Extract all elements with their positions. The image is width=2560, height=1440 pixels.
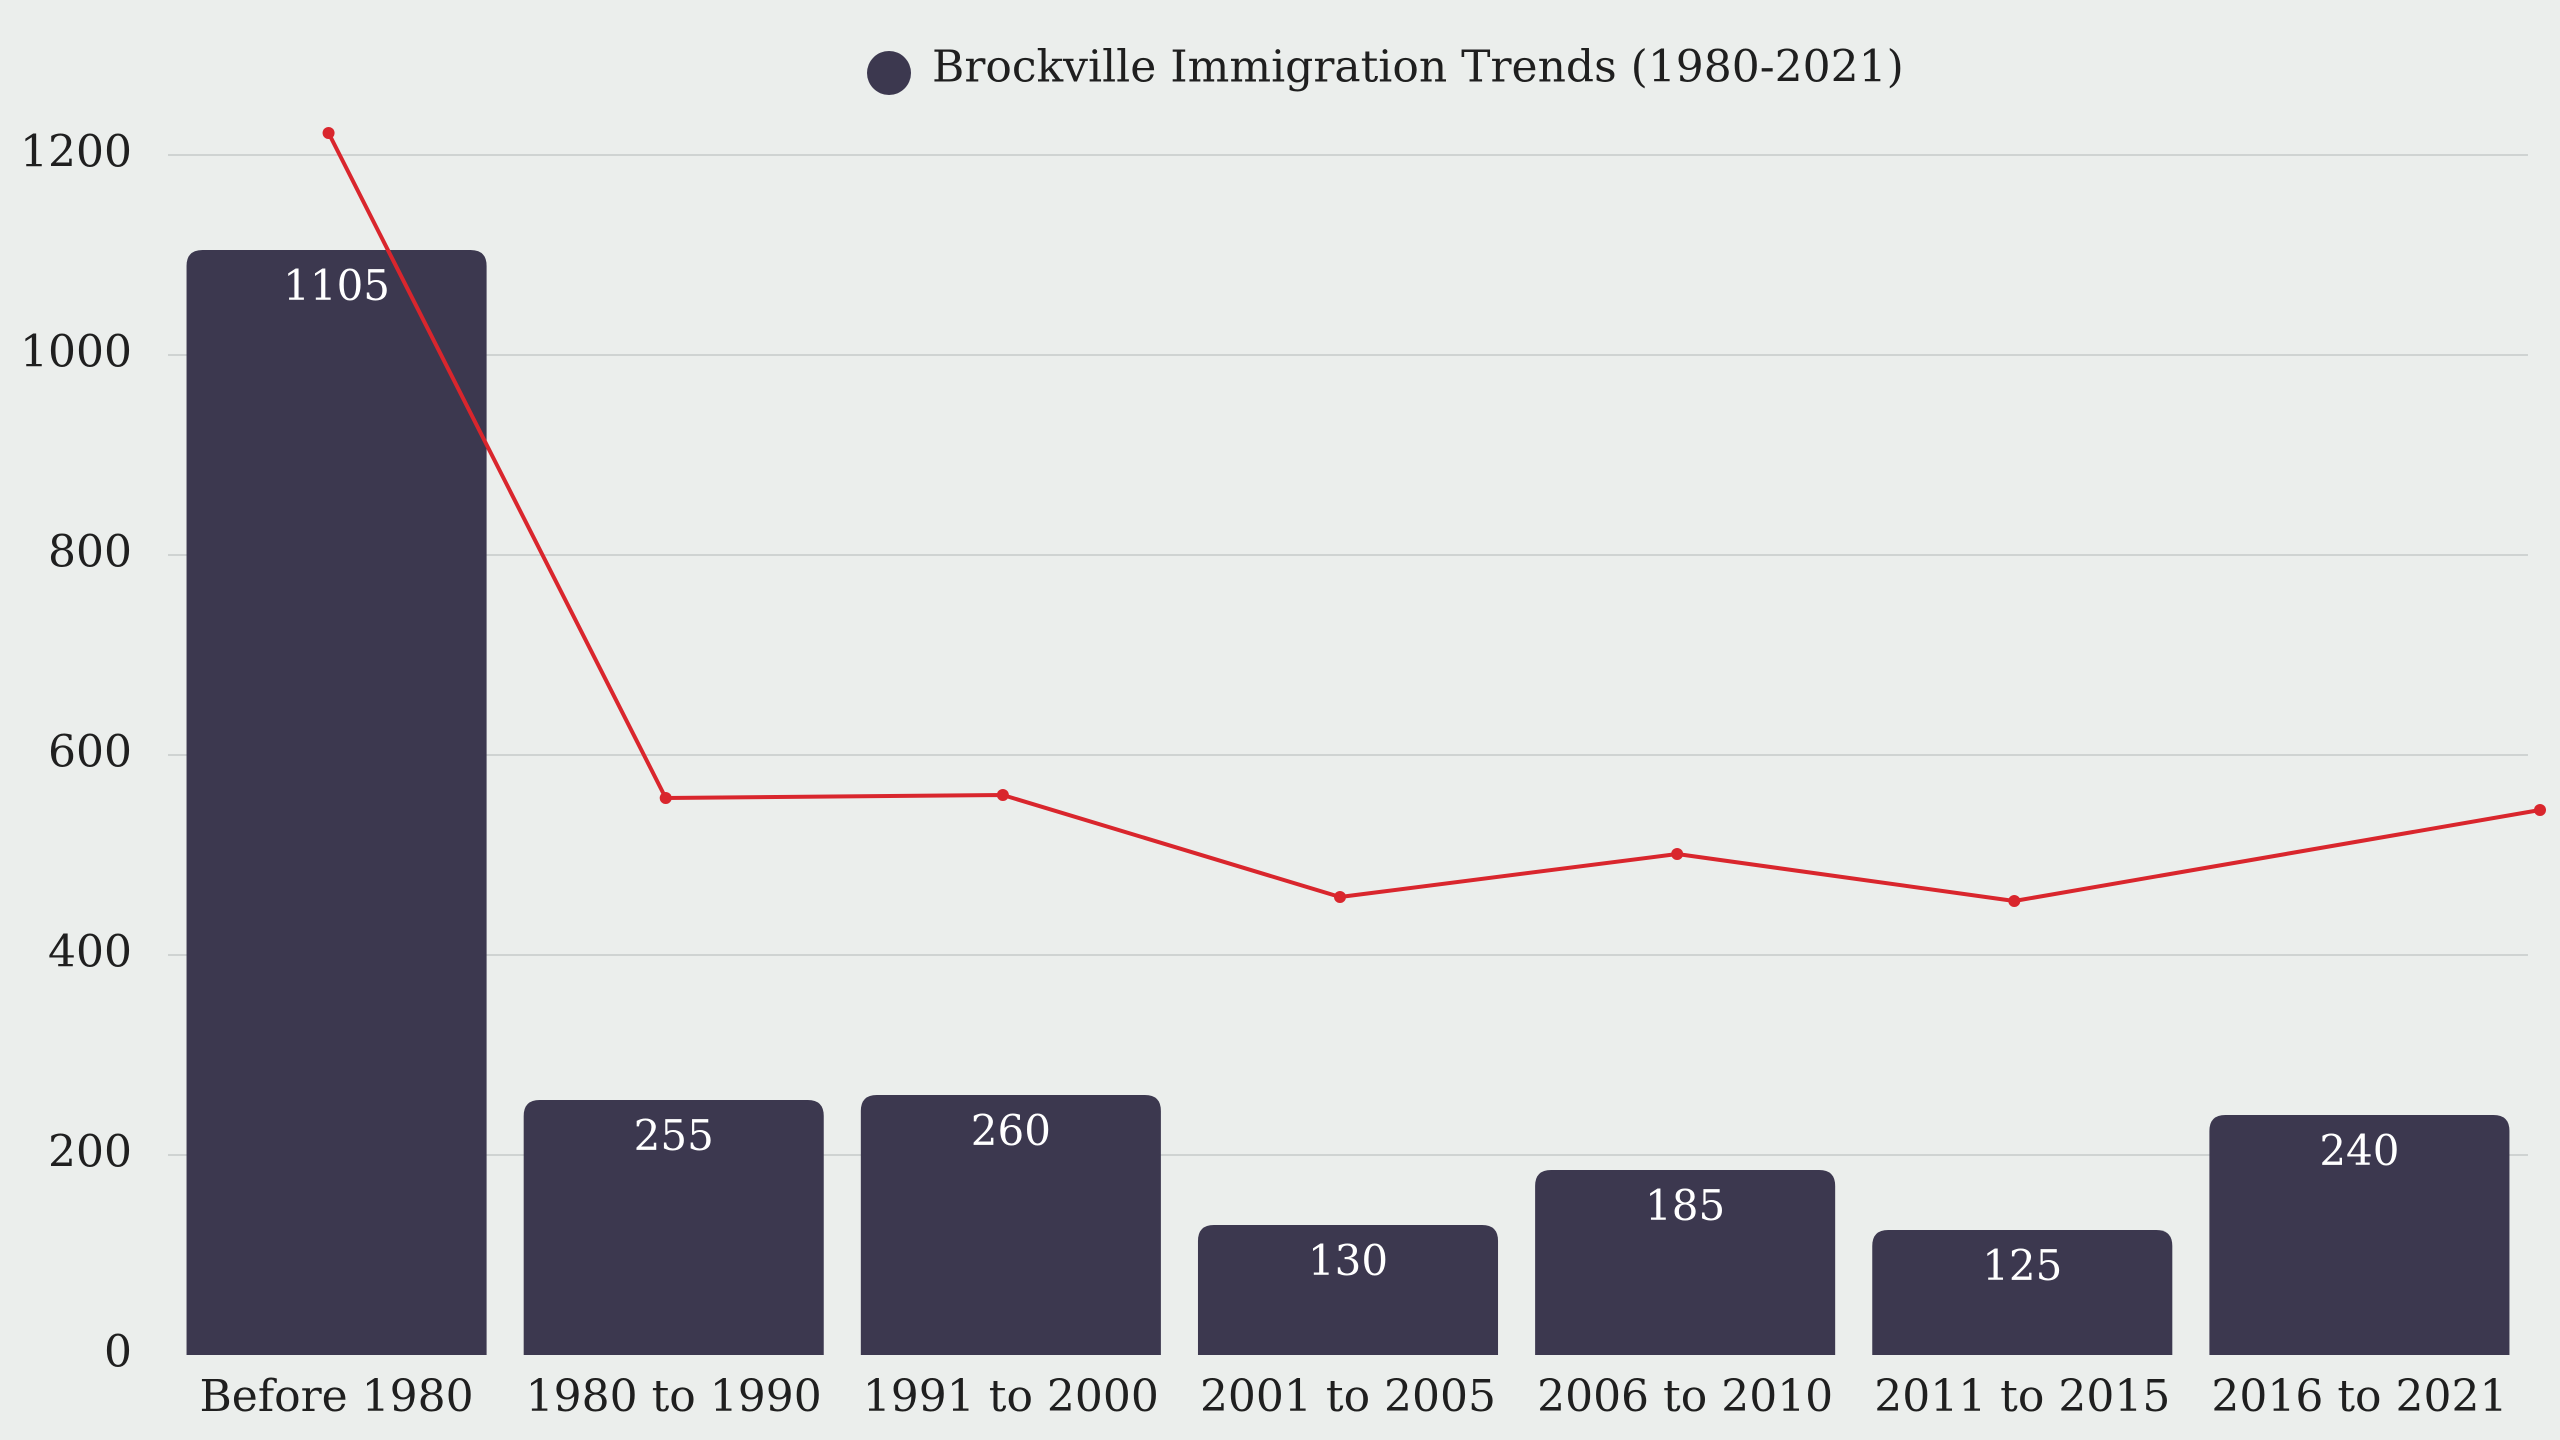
bar xyxy=(1535,1170,1836,1355)
x-tick-label: 1980 to 1990 xyxy=(526,1371,822,1422)
grid-layer xyxy=(168,154,2528,1156)
trend-point xyxy=(2534,804,2546,816)
bar xyxy=(1197,1225,1499,1355)
x-tick-label: Before 1980 xyxy=(199,1371,473,1422)
bar-value-label: 185 xyxy=(1645,1181,1725,1230)
x-tick-label: 1991 to 2000 xyxy=(863,1371,1159,1422)
legend-label: Brockville Immigration Trends (1980-2021… xyxy=(932,42,1904,93)
bar xyxy=(860,1095,1161,1355)
trend-point xyxy=(996,789,1009,801)
legend-swatch xyxy=(867,51,911,95)
bar-value-label: 125 xyxy=(1982,1241,2062,1290)
x-axis: Before 1980 1980 to 1990 1991 to 2000 2001 … xyxy=(199,1371,2507,1422)
y-tick-label: 1000 xyxy=(20,327,132,378)
y-axis: 0 200 400 600 800 1000 1200 xyxy=(20,127,132,1378)
bar-value-label: 1105 xyxy=(283,261,390,310)
y-tick-label: 800 xyxy=(48,527,132,578)
bar-value-label: 240 xyxy=(2319,1126,2399,1175)
bar-series: 1105 255 260 130 185 125 240 xyxy=(186,250,2510,1355)
trend-point xyxy=(2008,895,2021,907)
trend-line xyxy=(326,132,2541,903)
trend-point xyxy=(322,127,335,139)
x-tick-label: 2011 to 2015 xyxy=(1874,1371,2170,1422)
y-tick-label: 600 xyxy=(48,727,132,778)
y-tick-label: 0 xyxy=(104,1327,132,1378)
bar xyxy=(2209,1115,2510,1355)
trend-point xyxy=(1671,848,1684,860)
x-tick-label: 2001 to 2005 xyxy=(1200,1371,1496,1422)
x-tick-label: 2016 to 2021 xyxy=(2211,1371,2507,1422)
bar xyxy=(523,1100,824,1355)
trend-point xyxy=(1334,891,1346,903)
y-tick-label: 200 xyxy=(48,1127,132,1178)
x-tick-label: 2006 to 2010 xyxy=(1537,1371,1833,1422)
line-series xyxy=(322,127,2546,907)
bar-value-label: 260 xyxy=(971,1106,1051,1155)
bar-value-label: 130 xyxy=(1308,1236,1388,1285)
y-tick-label: 1200 xyxy=(20,127,132,178)
bar xyxy=(1872,1230,2173,1355)
legend: Brockville Immigration Trends (1980-2021… xyxy=(867,42,1904,95)
bar xyxy=(186,250,487,1355)
trend-point xyxy=(659,792,672,804)
bar-value-label: 255 xyxy=(634,1111,714,1160)
y-tick-label: 400 xyxy=(48,927,132,978)
